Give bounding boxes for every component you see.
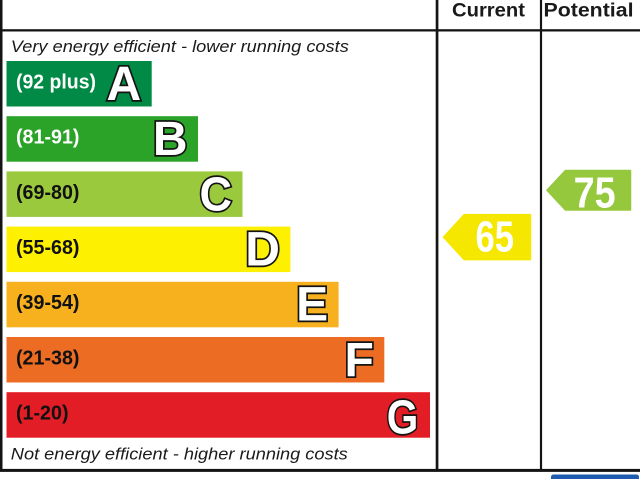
svg-text:A: A: [107, 58, 142, 111]
svg-text:C: C: [200, 168, 233, 221]
svg-text:G: G: [387, 391, 419, 444]
svg-text:(55-68): (55-68): [16, 237, 80, 259]
svg-text:(39-54): (39-54): [16, 292, 80, 314]
svg-text:(92 plus): (92 plus): [16, 71, 96, 93]
svg-text:(69-80): (69-80): [16, 182, 80, 204]
svg-text:Potential: Potential: [544, 1, 634, 22]
svg-text:(21-38): (21-38): [16, 347, 80, 369]
svg-text:Current: Current: [452, 1, 526, 22]
svg-text:(81-91): (81-91): [16, 127, 80, 149]
svg-text:75: 75: [574, 170, 616, 218]
svg-text:B: B: [153, 113, 188, 166]
svg-text:65: 65: [475, 214, 514, 262]
svg-text:Very energy efficient - lower: Very energy efficient - lower running co…: [11, 37, 350, 56]
svg-text:D: D: [245, 224, 280, 277]
svg-text:F: F: [344, 334, 373, 387]
svg-text:Not energy efficient - higher: Not energy efficient - higher running co…: [11, 444, 349, 463]
svg-text:(1-20): (1-20): [16, 403, 69, 425]
svg-text:E: E: [296, 279, 328, 332]
